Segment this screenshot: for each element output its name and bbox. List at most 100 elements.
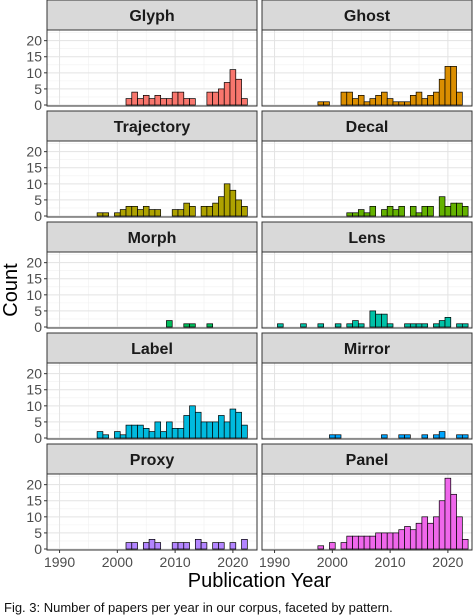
bar-trajectory-2019 <box>223 183 231 217</box>
facet-strip-glyph <box>46 0 258 31</box>
bar-lens-2003 <box>346 323 353 328</box>
facet-title-lens: Lens <box>348 230 385 247</box>
y-tick-label: 20 <box>26 477 42 493</box>
bar-label-2013 <box>189 405 196 439</box>
bar-glyph-2020 <box>229 69 237 106</box>
bar-lens-2004 <box>352 320 359 328</box>
bar-glyph-2017 <box>212 91 219 106</box>
bar-trajectory-2002 <box>125 205 133 217</box>
facet-title-morph: Morph <box>128 230 177 247</box>
bar-lens-2010 <box>386 323 394 328</box>
bar-proxy-2007 <box>154 542 162 550</box>
bar-trajectory-2004 <box>137 209 144 217</box>
bar-ghost-2012 <box>398 101 405 106</box>
bar-decal-2005 <box>357 209 365 217</box>
y-tick-label: 10 <box>26 509 42 525</box>
bar-glyph-2011 <box>177 91 185 106</box>
bar-trajectory-2000 <box>114 212 121 217</box>
panel-border-label <box>46 362 258 440</box>
bar-ghost-2005 <box>357 94 365 106</box>
bar-decal-2020 <box>444 205 452 217</box>
bar-decal-2010 <box>386 205 394 217</box>
bar-proxy-2006 <box>148 538 156 550</box>
bar-lens-2022 <box>456 323 463 328</box>
bar-mirror-2000 <box>329 434 336 439</box>
x-tick-label: 1990 <box>44 554 75 570</box>
y-tick-label: 10 <box>26 287 42 303</box>
bar-lens-1991 <box>277 323 284 328</box>
bar-panel-2009 <box>381 532 388 550</box>
bar-trajectory-2012 <box>183 202 190 217</box>
faceted-histogram-chart: Glyph05101520GhostTrajectory05101520Deca… <box>0 0 473 592</box>
x-tick-label: 2020 <box>432 554 463 570</box>
panel-background-decal <box>262 141 472 217</box>
bar-glyph-2004 <box>137 98 144 106</box>
bar-lens-2008 <box>375 313 382 328</box>
bar-decal-2004 <box>352 212 359 217</box>
bar-proxy-2010 <box>171 542 179 550</box>
bar-panel-1998 <box>317 545 325 550</box>
bar-label-2004 <box>137 424 144 439</box>
bar-glyph-2021 <box>235 78 242 106</box>
bar-ghost-2020 <box>444 66 452 106</box>
bar-glyph-2002 <box>125 98 133 106</box>
bar-ghost-2019 <box>438 78 446 106</box>
y-tick-label: 10 <box>26 65 42 81</box>
bar-label-2008 <box>160 431 167 439</box>
bar-decal-2011 <box>392 209 400 217</box>
y-tick-label: 20 <box>26 255 42 271</box>
bar-panel-2008 <box>375 532 382 550</box>
panel-border-proxy <box>46 473 258 551</box>
panel-border-lens <box>261 251 473 329</box>
facet-strip-panel <box>261 443 473 475</box>
bar-label-2019 <box>223 421 231 439</box>
bar-ghost-2006 <box>363 101 371 106</box>
bar-panel-2023 <box>461 538 469 550</box>
bar-glyph-2009 <box>166 98 173 106</box>
bar-label-2015 <box>200 421 208 439</box>
facet-title-proxy: Proxy <box>130 452 175 469</box>
bar-label-2017 <box>212 421 219 439</box>
y-tick-label: 15 <box>26 493 42 509</box>
y-tick-label: 10 <box>26 398 42 414</box>
bar-trajectory-2020 <box>229 189 237 217</box>
bar-ghost-2022 <box>456 91 463 106</box>
facet-strip-ghost <box>261 0 473 31</box>
bar-lens-2018 <box>433 323 440 328</box>
y-tick-label: 20 <box>26 33 42 49</box>
bar-ghost-1999 <box>323 101 330 106</box>
panel-background-proxy <box>47 474 257 550</box>
bar-ghost-2008 <box>375 94 382 106</box>
bar-proxy-2002 <box>125 542 133 550</box>
bar-ghost-2002 <box>340 91 348 106</box>
bar-lens-2019 <box>438 320 446 328</box>
bar-morph-2016 <box>206 323 214 328</box>
bar-trajectory-2005 <box>142 205 150 217</box>
bar-trajectory-2022 <box>241 205 248 217</box>
x-tick-label: 2000 <box>102 554 133 570</box>
y-tick-label: 0 <box>34 319 42 335</box>
y-tick-label: 0 <box>34 541 42 557</box>
bar-label-2002 <box>125 424 133 439</box>
bar-decal-2012 <box>398 205 405 217</box>
bar-glyph-2003 <box>131 91 138 106</box>
bar-decal-2021 <box>450 202 457 217</box>
panel-border-mirror <box>261 362 473 440</box>
bar-lens-2020 <box>444 316 452 328</box>
bar-trajectory-2018 <box>218 196 225 217</box>
bar-proxy-2018 <box>218 542 225 550</box>
bar-decal-2014 <box>409 205 417 217</box>
x-tick-label: 2020 <box>217 554 248 570</box>
bar-panel-2012 <box>398 529 405 550</box>
bar-panel-2010 <box>386 532 394 550</box>
y-tick-label: 15 <box>26 160 42 176</box>
bar-ghost-2017 <box>427 94 434 106</box>
bar-panel-2016 <box>421 516 429 550</box>
facet-title-glyph: Glyph <box>129 8 174 25</box>
bar-decal-2015 <box>415 212 423 217</box>
y-tick-label: 15 <box>26 382 42 398</box>
bar-glyph-2006 <box>148 98 156 106</box>
bar-mirror-2013 <box>404 434 411 439</box>
y-tick-label: 15 <box>26 49 42 65</box>
bar-ghost-2014 <box>409 94 417 106</box>
